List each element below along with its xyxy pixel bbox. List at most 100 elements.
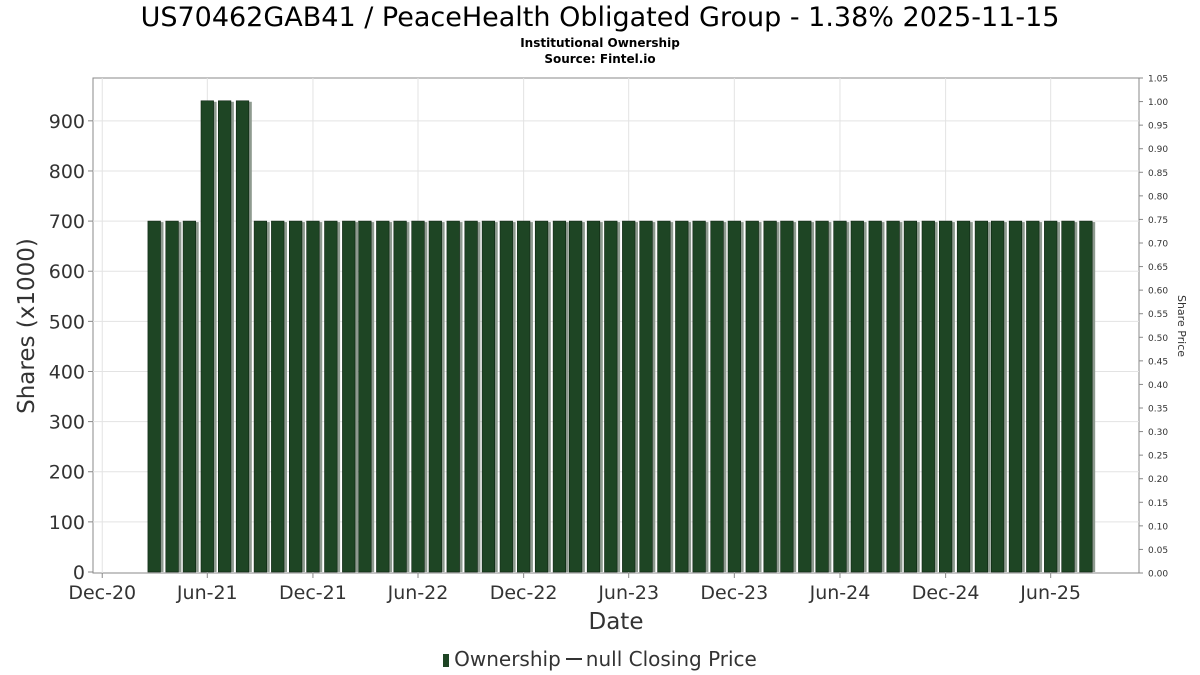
y-tick-label: 200	[49, 462, 85, 484]
ownership-bar	[763, 220, 777, 573]
ownership-bar	[586, 220, 601, 573]
ownership-bar	[147, 220, 161, 573]
y2-tick-label: 0.30	[1148, 428, 1168, 438]
y2-tick-label: 0.65	[1148, 263, 1168, 273]
x-tick-label: Jun-21	[176, 582, 238, 604]
ownership-bar	[833, 220, 847, 573]
x-tick-label: Dec-20	[68, 582, 136, 604]
ownership-bar	[289, 220, 303, 573]
legend-ownership-swatch	[443, 654, 450, 667]
ownership-bar	[376, 220, 390, 573]
y2-tick-label: 0.80	[1148, 192, 1168, 202]
legend-price-line	[565, 658, 582, 660]
ownership-bar	[1008, 220, 1023, 573]
chart-title: US70462GAB41 / PeaceHealth Obligated Gro…	[140, 2, 1060, 33]
x-tick-label: Jun-22	[387, 582, 449, 604]
y2-tick-label: 0.45	[1148, 357, 1168, 367]
y-tick-label: 100	[49, 512, 85, 534]
y2-tick-label: 0.05	[1148, 546, 1168, 556]
y2-tick-label: 1.05	[1148, 75, 1168, 85]
ownership-bar	[200, 100, 214, 573]
legend: Ownership null Closing Price	[0, 646, 1200, 672]
y-tick-label: 500	[49, 311, 85, 333]
x-tick-label: Jun-24	[809, 582, 871, 604]
y2-tick-label: 0.85	[1148, 169, 1168, 179]
ownership-bar	[306, 220, 320, 573]
ownership-bar	[604, 220, 618, 573]
ownership-bar	[675, 220, 689, 573]
ownership-bar	[1079, 220, 1093, 573]
ownership-bar	[974, 220, 989, 573]
ownership-bar	[411, 220, 425, 573]
y-tick-label: 600	[49, 261, 85, 283]
ownership-bar	[481, 220, 496, 573]
y2-tick-label: 0.90	[1148, 145, 1168, 155]
ownership-bar	[921, 220, 935, 573]
x-tick-label: Dec-24	[912, 582, 980, 604]
y-tick-label: 900	[49, 111, 85, 133]
ownership-bar	[235, 100, 250, 573]
ownership-bar	[552, 220, 567, 573]
ownership-bar	[517, 220, 531, 573]
ownership-bar	[534, 220, 549, 573]
ownership-bar	[903, 220, 918, 573]
ownership-bar	[727, 220, 741, 573]
ownership-bar	[182, 220, 197, 573]
y2-tick-label: 0.20	[1148, 475, 1168, 485]
y2-tick-label: 1.00	[1148, 98, 1168, 108]
y2-tick-label: 0.35	[1148, 405, 1168, 415]
y-tick-label: 800	[49, 161, 85, 183]
y-tick-label: 700	[49, 211, 85, 233]
ownership-bar	[710, 220, 724, 573]
ownership-bar	[218, 100, 232, 573]
legend-price-label: null Closing Price	[585, 647, 757, 671]
ownership-bar	[745, 220, 759, 573]
y2-tick-label: 0.70	[1148, 240, 1168, 250]
ownership-bar	[692, 220, 706, 573]
y-axis-label: Shares (x1000)	[14, 238, 40, 414]
ownership-bar	[780, 220, 794, 573]
ownership-bar	[798, 220, 812, 573]
chart-source: Source: Fintel.io	[544, 52, 656, 66]
y-tick-label: 0	[73, 562, 85, 584]
y2-tick-label: 0.60	[1148, 287, 1168, 297]
ownership-bar	[815, 220, 829, 573]
y2-tick-label: 0.55	[1148, 310, 1168, 320]
ownership-bar	[358, 220, 372, 573]
y2-tick-label: 0.10	[1148, 522, 1168, 532]
y2-tick-label: 0.00	[1148, 570, 1168, 580]
y2-tick-label: 0.95	[1148, 122, 1168, 132]
y2-axis-label: Share Price	[1175, 295, 1188, 357]
x-tick-label: Dec-23	[700, 582, 768, 604]
chart-subtitle: Institutional Ownership	[520, 36, 680, 50]
ownership-bar	[324, 220, 338, 573]
ownership-bar	[622, 220, 636, 573]
ownership-bar	[956, 220, 971, 573]
ownership-bar	[657, 220, 671, 573]
ownership-bar	[342, 220, 356, 573]
ownership-bar	[990, 220, 1005, 573]
ownership-bar	[393, 220, 407, 573]
y-tick-label: 400	[49, 361, 85, 383]
y-tick-label: 300	[49, 412, 85, 434]
y2-tick-label: 0.75	[1148, 216, 1168, 226]
x-axis-label: Date	[589, 609, 644, 635]
ownership-bar	[1044, 220, 1058, 573]
y2-tick-label: 0.25	[1148, 452, 1168, 462]
y2-tick-label: 0.50	[1148, 334, 1168, 344]
ownership-bar	[886, 220, 900, 573]
ownership-bar	[464, 220, 478, 573]
ownership-bar	[939, 220, 953, 573]
x-tick-label: Jun-23	[597, 582, 659, 604]
ownership-bar	[271, 220, 285, 573]
legend-ownership-label: Ownership	[454, 647, 561, 671]
ownership-bar	[1026, 220, 1040, 573]
ownership-bar	[639, 220, 653, 573]
x-tick-label: Dec-21	[279, 582, 347, 604]
ownership-bar	[428, 220, 442, 573]
ownership-bar	[1061, 220, 1075, 573]
y2-tick-label: 0.40	[1148, 381, 1168, 391]
ownership-bar	[568, 220, 583, 573]
ownership-bar	[850, 220, 864, 573]
